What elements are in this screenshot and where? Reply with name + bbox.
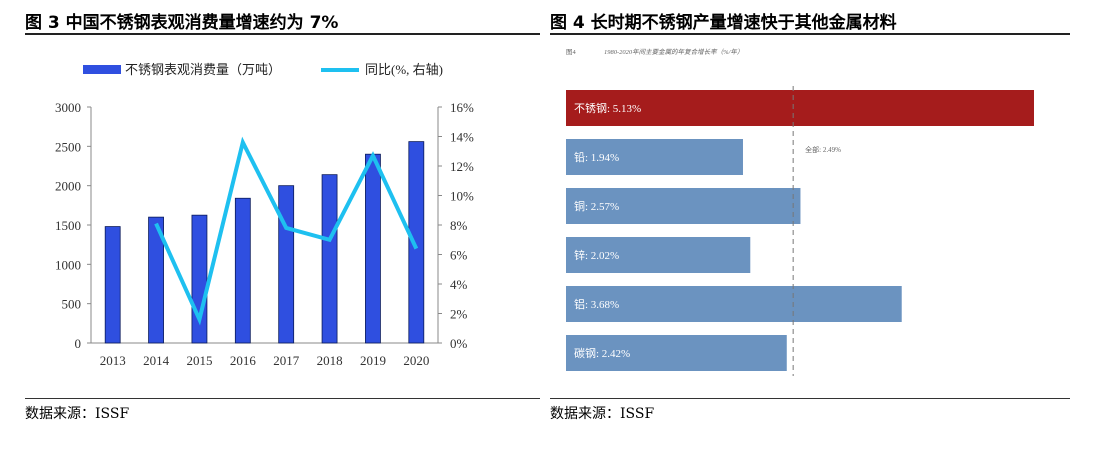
left-y-tick-label: 3000 (55, 100, 81, 115)
x-tick-label: 2016 (230, 353, 257, 368)
left-figure-title: 图 3 中国不锈钢表观消费量增速约为 7% (25, 13, 339, 33)
bar-2017 (278, 185, 295, 344)
right-title-rule (550, 33, 1070, 35)
right-y-tick-label: 14% (450, 130, 474, 145)
left-y-tick-label: 2500 (55, 139, 81, 154)
x-tick-label: 2020 (403, 353, 429, 368)
left-bottom-rule (25, 398, 540, 399)
left-figure-panel: 图 3 中国不锈钢表观消费量增速约为 7% 不锈钢表观消费量（万吨） 同比(%, … (25, 0, 540, 457)
right-y-tick-label: 2% (450, 307, 468, 322)
right-y-tick-label: 12% (450, 159, 474, 174)
bar-label: 铜: 2.57% (574, 199, 619, 213)
bar-2019 (365, 153, 381, 344)
right-source: 数据来源：ISSF (550, 406, 655, 422)
right-figure-title: 图 4 长时期不锈钢产量增速快于其他金属材料 (550, 13, 897, 33)
bar-2016 (234, 197, 251, 344)
bar-label: 碳钢: 2.42% (574, 346, 630, 360)
legend-bar-swatch (83, 65, 121, 74)
bar-label: 不锈钢: 5.13% (574, 102, 641, 115)
x-tick-label: 2014 (143, 353, 170, 368)
left-y-tick-label: 2000 (55, 179, 81, 194)
left-title-rule (25, 33, 540, 35)
bar-2018 (321, 174, 338, 344)
yoy-growth-line (154, 136, 419, 326)
bar-碳钢 (566, 335, 787, 371)
right-y-tick-label: 6% (450, 248, 468, 263)
reference-label: 全部: 2.49% (805, 145, 841, 154)
left-source: 数据来源：ISSF (25, 406, 130, 422)
left-chart: 不锈钢表观消费量（万吨） 同比(%, 右轴) 0 500 1000 1500 2000 250… (55, 62, 474, 368)
bar-2014 (148, 216, 164, 344)
bar-锌 (566, 237, 751, 273)
right-y-tick-label: 16% (450, 100, 474, 115)
right-y-tick-label: 10% (450, 189, 474, 204)
x-tick-label: 2017 (273, 353, 300, 368)
right-chart: 图4 1980-2020年间主要金属的年复合增长率（%/年） 不锈钢: 5.13% 铅… (550, 38, 1070, 396)
right-bottom-rule (550, 398, 1070, 399)
left-y-tick-label: 1000 (55, 257, 81, 272)
left-legend: 不锈钢表观消费量（万吨） 同比(%, 右轴) (83, 62, 443, 77)
x-tick-label: 2013 (100, 353, 126, 368)
right-y-tick-label: 4% (450, 277, 468, 292)
bar-2020 (408, 141, 425, 344)
bar-不锈钢 (566, 90, 1034, 126)
right-fig-label: 图4 (566, 48, 577, 56)
left-y-tick-label: 500 (62, 297, 82, 312)
right-figure-panel: 图 4 长时期不锈钢产量增速快于其他金属材料 图4 1980-2020年间主要金属… (550, 0, 1070, 457)
legend-line-label: 同比(%, 右轴) (365, 62, 443, 77)
left-y-tick-label: 1500 (55, 218, 81, 233)
bar-铝 (566, 286, 902, 322)
right-chart-subtitle: 1980-2020年间主要金属的年复合增长率（%/年） (604, 48, 743, 56)
right-y-tick-label: 8% (450, 218, 468, 233)
bar-label: 铝: 3.68% (574, 297, 619, 311)
bar-铜 (566, 188, 801, 224)
right-y-tick-label: 0% (450, 336, 468, 351)
x-tick-label: 2015 (186, 353, 212, 368)
x-tick-label: 2018 (317, 353, 343, 368)
bar-铅 (566, 139, 743, 175)
bar-label: 锌: 2.02% (574, 248, 619, 262)
legend-bar-label: 不锈钢表观消费量（万吨） (125, 62, 281, 77)
bar-label: 铅: 1.94% (574, 150, 619, 164)
bar-2013 (104, 226, 121, 344)
x-tick-label: 2019 (360, 353, 386, 368)
left-y-tick-label: 0 (75, 336, 82, 351)
